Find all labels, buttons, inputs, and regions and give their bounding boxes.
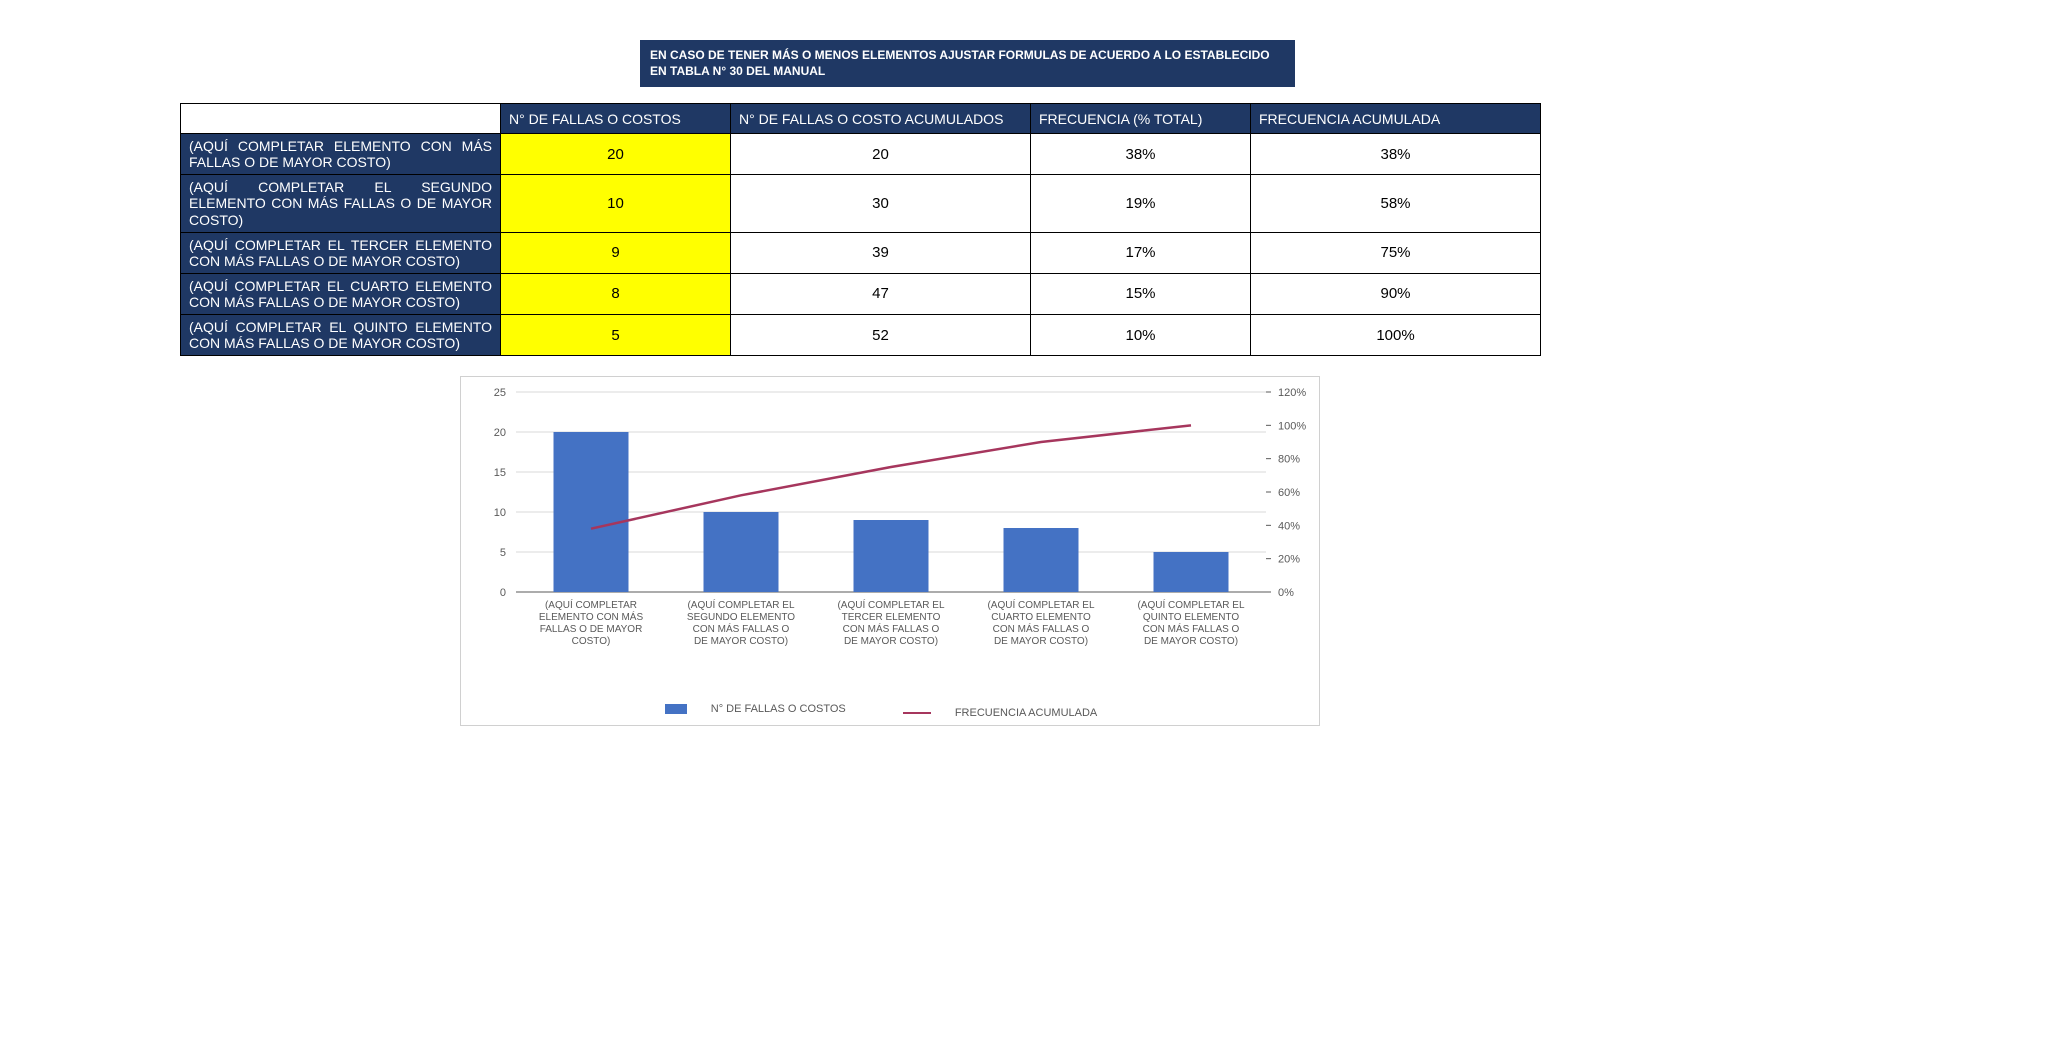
svg-text:20%: 20% — [1278, 554, 1300, 566]
svg-text:CON MÁS FALLAS O: CON MÁS FALLAS O — [693, 622, 790, 635]
col-header: FRECUENCIA (% TOTAL) — [1031, 104, 1251, 134]
table-header-row: N° DE FALLAS O COSTOS N° DE FALLAS O COS… — [181, 104, 1541, 134]
freq-cell: 38% — [1031, 134, 1251, 175]
svg-text:15: 15 — [494, 467, 506, 479]
svg-text:DE MAYOR COSTO): DE MAYOR COSTO) — [994, 636, 1088, 647]
svg-text:(AQUÍ COMPLETAR EL: (AQUÍ COMPLETAR EL — [687, 598, 794, 611]
table-row: (AQUÍ COMPLETAR EL CUARTO ELEMENTO CON M… — [181, 273, 1541, 314]
col-header: N° DE FALLAS O COSTO ACUMULADOS — [731, 104, 1031, 134]
svg-text:FALLAS O DE MAYOR: FALLAS O DE MAYOR — [540, 624, 643, 635]
svg-text:CON MÁS FALLAS O: CON MÁS FALLAS O — [1143, 622, 1240, 635]
fallas-cell: 10 — [501, 175, 731, 232]
row-label: (AQUÍ COMPLETAR EL QUINTO ELEMENTO CON M… — [181, 315, 501, 356]
row-label: (AQUÍ COMPLETAR EL TERCER ELEMENTO CON M… — [181, 232, 501, 273]
svg-text:40%: 40% — [1278, 521, 1300, 533]
pareto-chart: 0 5 10 15 20 25 0% 20% 40% 60% 80% 100% 120% (AQUÍ CO… — [460, 376, 1320, 726]
row-label: (AQUÍ COMPLETAR EL SEGUNDO ELEMENTO CON … — [181, 175, 501, 232]
acum-cell: 30 — [731, 175, 1031, 232]
acum-cell: 20 — [731, 134, 1031, 175]
svg-text:(AQUÍ COMPLETAR EL: (AQUÍ COMPLETAR EL — [837, 598, 944, 611]
col-header: N° DE FALLAS O COSTOS — [501, 104, 731, 134]
svg-text:DE MAYOR COSTO): DE MAYOR COSTO) — [694, 636, 788, 647]
freq-cell: 10% — [1031, 315, 1251, 356]
table-row: (AQUÍ COMPLETAR ELEMENTO CON MÁS FALLAS … — [181, 134, 1541, 175]
fallas-cell: 5 — [501, 315, 731, 356]
svg-text:100%: 100% — [1278, 421, 1306, 433]
freq-acum-cell: 75% — [1251, 232, 1541, 273]
fallas-cell: 20 — [501, 134, 731, 175]
chart-legend: N° DE FALLAS O COSTOS FRECUENCIA ACUMULA… — [461, 703, 1319, 719]
svg-text:60%: 60% — [1278, 487, 1300, 499]
freq-acum-cell: 90% — [1251, 273, 1541, 314]
svg-text:5: 5 — [500, 547, 506, 559]
svg-text:COSTO): COSTO) — [572, 636, 611, 647]
svg-text:0%: 0% — [1278, 587, 1294, 599]
svg-text:DE MAYOR COSTO): DE MAYOR COSTO) — [1144, 636, 1238, 647]
svg-text:0: 0 — [500, 587, 506, 599]
svg-text:(AQUÍ COMPLETAR EL: (AQUÍ COMPLETAR EL — [987, 598, 1094, 611]
freq-cell: 19% — [1031, 175, 1251, 232]
svg-text:120%: 120% — [1278, 387, 1306, 399]
table-row: (AQUÍ COMPLETAR EL SEGUNDO ELEMENTO CON … — [181, 175, 1541, 232]
fallas-cell: 8 — [501, 273, 731, 314]
svg-text:QUINTO ELEMENTO: QUINTO ELEMENTO — [1143, 612, 1240, 623]
freq-cell: 15% — [1031, 273, 1251, 314]
svg-text:(AQUÍ COMPLETAR: (AQUÍ COMPLETAR — [545, 598, 637, 611]
acum-cell: 52 — [731, 315, 1031, 356]
table-row: (AQUÍ COMPLETAR EL TERCER ELEMENTO CON M… — [181, 232, 1541, 273]
svg-text:CON MÁS FALLAS O: CON MÁS FALLAS O — [843, 622, 940, 635]
svg-text:DE MAYOR COSTO): DE MAYOR COSTO) — [844, 636, 938, 647]
svg-text:80%: 80% — [1278, 454, 1300, 466]
row-label: (AQUÍ COMPLETAR ELEMENTO CON MÁS FALLAS … — [181, 134, 501, 175]
table-row: (AQUÍ COMPLETAR EL QUINTO ELEMENTO CON M… — [181, 315, 1541, 356]
svg-text:TERCER ELEMENTO: TERCER ELEMENTO — [842, 612, 941, 623]
row-label: (AQUÍ COMPLETAR EL CUARTO ELEMENTO CON M… — [181, 273, 501, 314]
svg-text:SEGUNDO ELEMENTO: SEGUNDO ELEMENTO — [687, 612, 795, 623]
legend-bar: N° DE FALLAS O COSTOS — [665, 703, 864, 715]
freq-acum-cell: 100% — [1251, 315, 1541, 356]
svg-text:10: 10 — [494, 507, 506, 519]
acum-cell: 47 — [731, 273, 1031, 314]
acum-cell: 39 — [731, 232, 1031, 273]
col-header: FRECUENCIA ACUMULADA — [1251, 104, 1541, 134]
svg-text:(AQUÍ COMPLETAR EL: (AQUÍ COMPLETAR EL — [1137, 598, 1244, 611]
svg-text:20: 20 — [494, 427, 506, 439]
svg-text:25: 25 — [494, 387, 506, 399]
freq-cell: 17% — [1031, 232, 1251, 273]
instruction-note: EN CASO DE TENER MÁS O MENOS ELEMENTOS A… — [640, 40, 1295, 87]
svg-text:CON MÁS FALLAS O: CON MÁS FALLAS O — [993, 622, 1090, 635]
svg-text:CUARTO ELEMENTO: CUARTO ELEMENTO — [991, 612, 1091, 623]
freq-acum-cell: 58% — [1251, 175, 1541, 232]
pareto-table: N° DE FALLAS O COSTOS N° DE FALLAS O COS… — [180, 103, 1541, 356]
svg-text:ELEMENTO CON MÁS: ELEMENTO CON MÁS — [539, 610, 644, 623]
legend-line: FRECUENCIA ACUMULADA — [903, 707, 1115, 719]
fallas-cell: 9 — [501, 232, 731, 273]
freq-acum-cell: 38% — [1251, 134, 1541, 175]
blank-header — [181, 104, 501, 134]
